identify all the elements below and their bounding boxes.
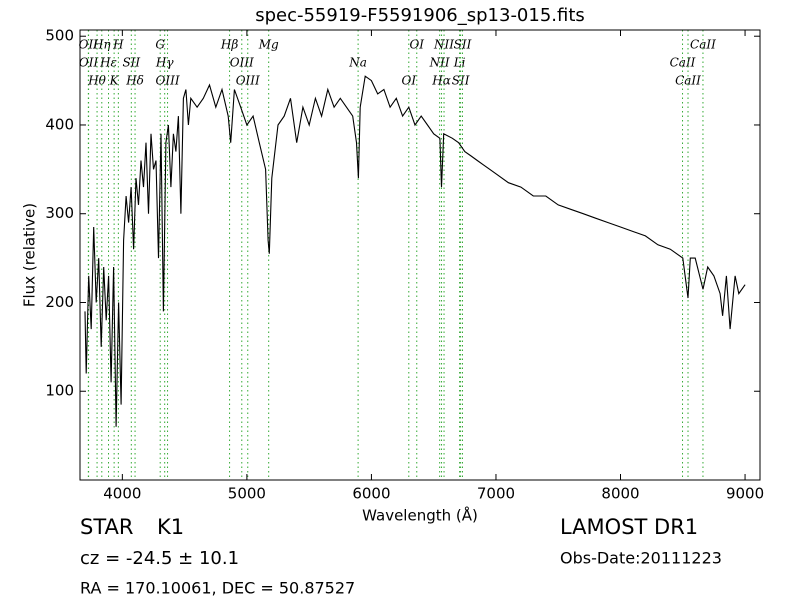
spectral-line-label: Hε	[99, 56, 117, 70]
y-tick-label: 400	[45, 115, 74, 133]
subclass: K1	[157, 515, 184, 539]
x-tick-label: 9000	[726, 485, 764, 503]
spectral-line-label: H	[112, 38, 124, 52]
spectral-line-label: CaII	[670, 56, 696, 70]
spectral-line-label: Mg	[258, 38, 279, 52]
position: RA = 170.10061, DEC = 50.87527	[80, 579, 355, 598]
object-class: STAR	[80, 515, 133, 539]
x-tick-label: 6000	[352, 485, 390, 503]
spectral-line-label: Hδ	[125, 74, 144, 88]
spectral-line-label: CaII	[690, 38, 716, 52]
spectral-line-label: OIII	[230, 56, 254, 70]
spectral-line-label: Hα	[431, 74, 451, 88]
spectral-line-label: Hη	[92, 38, 111, 52]
spectral-line-label: OI	[409, 38, 424, 52]
x-tick-label: 4000	[103, 485, 141, 503]
spectral-line-label: OIII	[156, 74, 180, 88]
x-tick-label: 7000	[477, 485, 515, 503]
spectrum-line	[84, 75, 746, 427]
spectral-line-label: Na	[348, 56, 367, 70]
redshift: cz = -24.5 ± 10.1	[80, 548, 239, 569]
x-axis-label: Wavelength (Å)	[362, 506, 478, 525]
spectral-line-label: SII	[122, 56, 140, 70]
spectral-line-label: NII	[433, 38, 454, 52]
obs-date: Obs-Date:20111223	[560, 549, 722, 568]
y-tick-label: 500	[45, 27, 74, 45]
spectral-line-label: SII	[454, 38, 472, 52]
spectral-line-label: Hγ	[155, 56, 174, 70]
x-tick-label: 5000	[228, 485, 266, 503]
spectral-line-label: OIII	[236, 74, 260, 88]
x-tick-label: 8000	[601, 485, 639, 503]
spectral-line-label: CaII	[675, 74, 701, 88]
spectral-line-label: NII	[429, 56, 450, 70]
spectral-line-label: OII	[79, 56, 99, 70]
spectral-line-label: Li	[453, 56, 466, 70]
spectral-line-label: SII	[452, 74, 470, 88]
y-axis-label: Flux (relative)	[21, 203, 39, 307]
spectral-line-label: Hθ	[87, 74, 106, 88]
survey: LAMOST DR1	[560, 515, 698, 539]
chart-title: spec-55919-F5591906_sp13-015.fits	[255, 5, 585, 26]
spectral-line-label: G	[155, 38, 165, 52]
y-tick-label: 300	[45, 204, 74, 222]
spectral-line-label: OI	[402, 74, 417, 88]
y-tick-label: 100	[45, 382, 74, 400]
y-tick-label: 200	[45, 293, 74, 311]
plot-frame	[79, 29, 761, 481]
spectral-line-label: Hβ	[220, 38, 238, 52]
spectral-line-label: K	[109, 74, 120, 88]
